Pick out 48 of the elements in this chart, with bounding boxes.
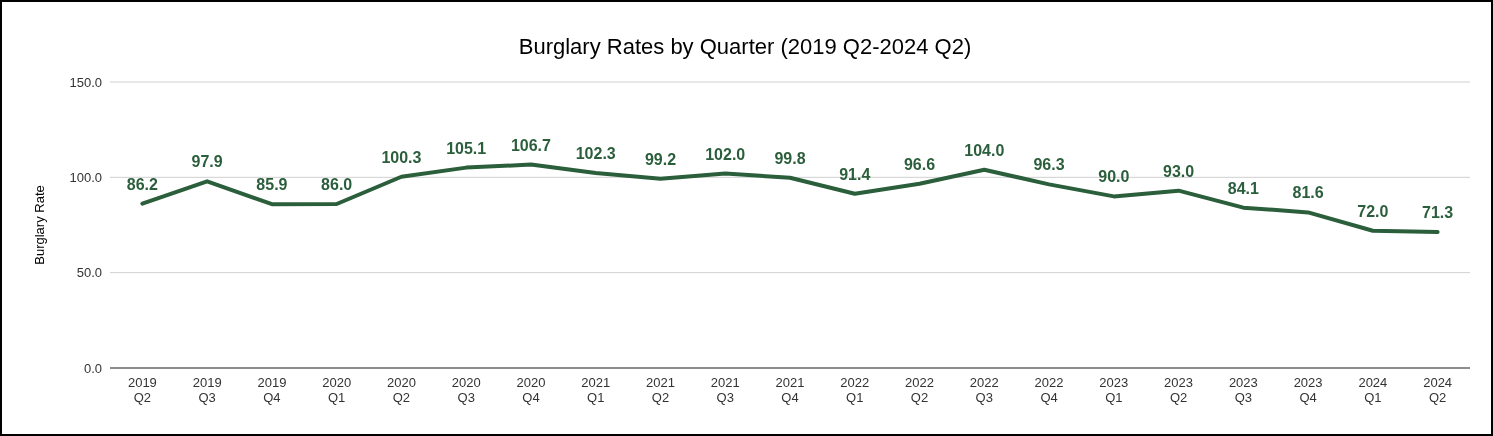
data-label: 91.4 bbox=[839, 165, 871, 183]
x-tick-label: 2023 Q3 bbox=[1228, 375, 1258, 406]
data-label: 102.3 bbox=[575, 144, 616, 162]
y-axis-title: Burglary Rate bbox=[32, 185, 47, 265]
chart-title: Burglary Rates by Quarter (2019 Q2-2024 Q2) bbox=[518, 34, 972, 59]
x-tick-label: 2019 Q3 bbox=[192, 375, 222, 406]
data-label: 85.9 bbox=[256, 176, 288, 194]
data-label: 100.3 bbox=[381, 148, 422, 166]
y-tick-label: 100.0 bbox=[69, 169, 102, 185]
data-label: 97.9 bbox=[191, 153, 223, 171]
x-tick-label: 2022 Q4 bbox=[1034, 375, 1064, 406]
x-tick-label: 2021 Q1 bbox=[581, 375, 611, 406]
x-tick-label: 2020 Q4 bbox=[516, 375, 546, 406]
data-label: 102.0 bbox=[705, 145, 746, 163]
data-label: 86.2 bbox=[126, 175, 159, 193]
x-tick-label: 2022 Q3 bbox=[969, 375, 999, 406]
x-tick-label: 2024 Q1 bbox=[1358, 375, 1388, 406]
x-tick-label: 2020 Q1 bbox=[322, 375, 352, 406]
data-label: 86.0 bbox=[321, 176, 353, 194]
x-tick-label: 2020 Q3 bbox=[451, 375, 481, 406]
data-label: 105.1 bbox=[446, 139, 487, 157]
data-label: 99.2 bbox=[644, 150, 677, 168]
x-tick-label: 2022 Q2 bbox=[905, 375, 934, 406]
x-tick-label: 2021 Q3 bbox=[710, 375, 740, 406]
x-tick-label: 2019 Q4 bbox=[257, 375, 287, 406]
data-label: 90.0 bbox=[1098, 168, 1130, 186]
y-tick-label: 50.0 bbox=[76, 265, 102, 281]
data-label: 99.8 bbox=[774, 149, 806, 167]
data-label: 96.3 bbox=[1033, 156, 1065, 174]
y-tick-label: 150.0 bbox=[69, 74, 102, 90]
x-tick-label: 2022 Q1 bbox=[840, 375, 870, 406]
x-tick-label: 2023 Q1 bbox=[1099, 375, 1129, 406]
data-label: 72.0 bbox=[1357, 202, 1389, 220]
data-label: 71.3 bbox=[1422, 204, 1454, 222]
data-label: 93.0 bbox=[1163, 162, 1195, 180]
data-label: 104.0 bbox=[964, 141, 1005, 159]
data-label: 81.6 bbox=[1292, 184, 1324, 202]
data-label: 106.7 bbox=[510, 136, 552, 154]
y-tick-label: 0.0 bbox=[83, 360, 102, 376]
data-label: 84.1 bbox=[1227, 179, 1260, 197]
x-tick-label: 2021 Q4 bbox=[775, 375, 805, 406]
x-tick-label: 2020 Q2 bbox=[386, 375, 416, 406]
data-label: 96.6 bbox=[903, 155, 936, 173]
x-tick-label: 2023 Q2 bbox=[1164, 375, 1194, 406]
x-tick-label: 2024 Q2 bbox=[1423, 375, 1453, 406]
x-tick-label: 2023 Q4 bbox=[1293, 375, 1323, 406]
x-tick-label: 2021 Q2 bbox=[646, 375, 675, 406]
x-tick-label: 2019 Q2 bbox=[127, 375, 157, 406]
